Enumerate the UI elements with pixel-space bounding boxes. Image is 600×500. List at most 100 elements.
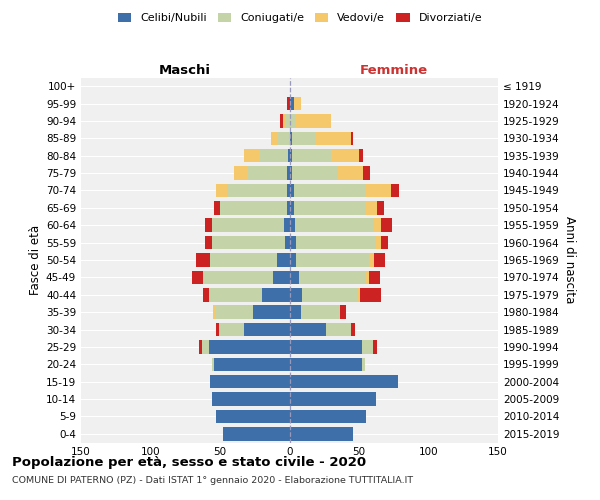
Bar [369,253,374,267]
Bar [287,201,290,214]
Bar [253,306,290,319]
Bar [350,322,355,336]
Bar [290,218,295,232]
Bar [361,288,381,302]
Bar [290,340,362,353]
Bar [216,322,218,336]
Bar [203,270,273,284]
Bar [290,392,376,406]
Bar [366,201,377,214]
Bar [244,322,290,336]
Legend: Celibi/Nubili, Coniugati/e, Vedovi/e, Divorziati/e: Celibi/Nubili, Coniugati/e, Vedovi/e, Di… [113,8,487,28]
Bar [287,184,290,198]
Bar [192,270,203,284]
Bar [286,236,290,250]
Bar [374,218,381,232]
Bar [213,306,216,319]
Bar [363,166,370,180]
Bar [218,322,244,336]
Bar [326,322,350,336]
Bar [290,288,302,302]
Bar [290,253,296,267]
Bar [262,288,290,302]
Bar [286,114,290,128]
Bar [366,184,391,198]
Bar [381,218,392,232]
Bar [277,253,290,267]
Bar [244,149,260,162]
Bar [223,427,290,440]
Bar [290,322,326,336]
Bar [362,358,365,371]
Text: Maschi: Maschi [159,64,211,78]
Bar [290,427,353,440]
Bar [290,375,398,388]
Y-axis label: Anni di nascita: Anni di nascita [563,216,576,304]
Bar [209,340,290,353]
Bar [301,306,340,319]
Bar [290,270,299,284]
Bar [212,218,284,232]
Bar [290,410,366,423]
Bar [340,306,346,319]
Bar [292,132,316,145]
Bar [209,288,262,302]
Bar [212,392,290,406]
Bar [293,184,366,198]
Text: Femmine: Femmine [359,64,428,78]
Bar [296,236,376,250]
Bar [350,132,353,145]
Bar [377,201,384,214]
Bar [338,166,363,180]
Bar [290,184,293,198]
Bar [391,184,400,198]
Bar [290,149,292,162]
Bar [290,114,296,128]
Bar [260,149,288,162]
Bar [203,288,209,302]
Bar [362,340,373,353]
Bar [290,132,292,145]
Bar [376,236,381,250]
Bar [234,166,248,180]
Bar [299,270,366,284]
Bar [196,253,210,267]
Bar [273,270,290,284]
Bar [374,253,385,267]
Bar [278,132,290,145]
Bar [210,253,277,267]
Bar [290,358,362,371]
Bar [293,201,366,214]
Bar [220,201,287,214]
Bar [287,97,290,110]
Bar [271,132,278,145]
Bar [296,253,369,267]
Bar [212,358,214,371]
Bar [214,358,290,371]
Bar [205,218,212,232]
Bar [205,236,212,250]
Bar [373,340,377,353]
Bar [290,166,292,180]
Bar [369,270,380,284]
Text: COMUNE DI PATERNO (PZ) - Dati ISTAT 1° gennaio 2020 - Elaborazione TUTTITALIA.IT: COMUNE DI PATERNO (PZ) - Dati ISTAT 1° g… [12,476,413,485]
Bar [381,236,388,250]
Bar [283,114,286,128]
Bar [290,97,293,110]
Bar [359,149,363,162]
Text: Popolazione per età, sesso e stato civile - 2020: Popolazione per età, sesso e stato civil… [12,456,366,469]
Bar [331,149,359,162]
Bar [248,166,287,180]
Bar [292,166,338,180]
Bar [280,114,283,128]
Bar [366,270,369,284]
Bar [293,97,301,110]
Bar [358,288,361,302]
Bar [290,306,301,319]
Bar [296,114,331,128]
Bar [227,184,287,198]
Bar [292,149,331,162]
Bar [302,288,358,302]
Bar [199,340,202,353]
Bar [216,410,290,423]
